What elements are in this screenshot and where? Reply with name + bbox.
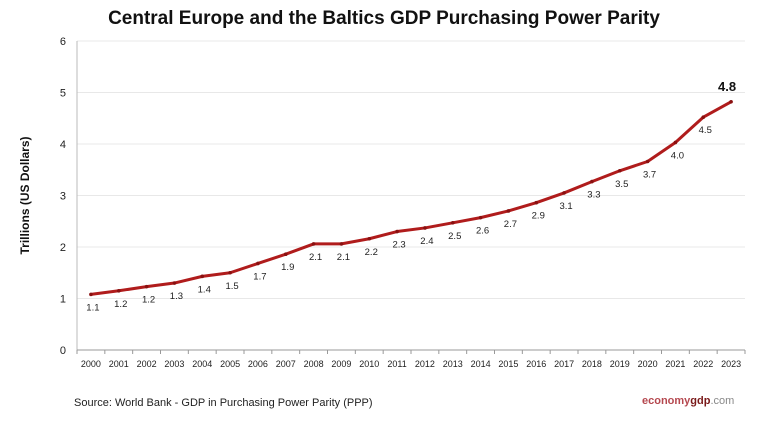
data-point [645,159,650,164]
data-point [367,236,372,241]
y-tick-label: 2 [60,242,66,254]
data-point [311,242,316,246]
data-label: 2.4 [420,236,433,247]
y-tick-label: 0 [60,345,66,357]
data-label: 2.9 [532,211,545,222]
data-point [200,274,205,279]
x-tick-label: 2018 [582,359,602,369]
data-point [144,284,149,289]
data-label: 4.5 [699,125,712,136]
data-label: 2.7 [504,219,517,230]
x-tick-label: 2000 [81,359,101,369]
data-label: 1.9 [281,262,294,273]
x-tick-label: 2016 [526,359,546,369]
data-point [172,281,177,285]
x-tick-label: 2014 [471,359,491,369]
x-tick-label: 2015 [498,359,518,369]
data-label: 1.7 [253,271,266,282]
chart-title: Central Europe and the Baltics GDP Purch… [108,8,660,29]
data-label: 4.0 [671,150,684,161]
series-line [90,100,732,296]
data-point [450,220,455,225]
x-tick-label: 2004 [192,359,212,369]
data-label: 1.4 [198,284,211,295]
data-point [228,270,232,275]
x-tick-label: 2006 [248,359,268,369]
data-label: 1.2 [114,299,127,310]
data-point [617,168,622,173]
x-tick-label: 2021 [665,359,685,369]
x-tick-label: 2012 [415,359,435,369]
data-point [256,261,260,266]
source-note: Source: World Bank - GDP in Purchasing P… [74,397,373,409]
x-tick-label: 2001 [109,359,129,369]
data-label: 2.6 [476,226,489,237]
data-label: 1.3 [170,291,183,302]
x-tick-label: 2007 [276,359,296,369]
x-tick-label: 2020 [638,359,658,369]
data-label: 1.1 [86,302,99,313]
y-tick-label: 5 [60,88,66,100]
y-tick-label: 6 [60,36,66,48]
y-tick-label: 1 [60,294,66,306]
y-axis-label: Trillions (US Dollars) [18,136,32,254]
x-tick-label: 2003 [164,359,184,369]
data-point [423,226,427,230]
x-tick-label: 2013 [443,359,463,369]
y-tick-label: 4 [60,139,66,151]
data-point [339,242,344,246]
data-label: 1.2 [142,295,155,306]
x-tick-label: 2017 [554,359,574,369]
data-label: 2.1 [337,252,350,263]
data-point [701,115,706,120]
data-point [562,191,566,195]
data-point [283,252,288,257]
data-label: 3.1 [559,201,572,212]
data-point [673,140,678,145]
data-label: 3.3 [587,190,600,201]
data-label: 2.2 [365,247,378,258]
data-label: 3.7 [643,170,656,181]
data-label: 1.5 [225,281,238,292]
x-tick-label: 2005 [220,359,240,369]
data-label: 2.1 [309,252,322,263]
x-tick-label: 2023 [721,359,741,369]
data-point [395,229,399,234]
data-point [478,215,483,220]
data-point [89,292,93,297]
x-tick-label: 2002 [137,359,157,369]
data-label: 3.5 [615,179,628,190]
data-point [506,209,511,213]
x-tick-label: 2022 [693,359,713,369]
data-point [534,200,539,205]
data-label: 2.3 [392,240,405,251]
x-tick-label: 2008 [304,359,324,369]
data-label: 2.5 [448,231,461,242]
x-tick-label: 2011 [387,359,406,369]
x-tick-label: 2019 [610,359,630,369]
x-tick-label: 2010 [359,359,379,369]
data-point [590,179,594,184]
y-tick-label: 3 [60,191,66,203]
data-label: 4.8 [718,79,736,94]
data-point [729,99,733,104]
x-tick-label: 2009 [331,359,351,369]
data-point [116,288,121,293]
brand-logo: economygdp.com [642,395,735,407]
